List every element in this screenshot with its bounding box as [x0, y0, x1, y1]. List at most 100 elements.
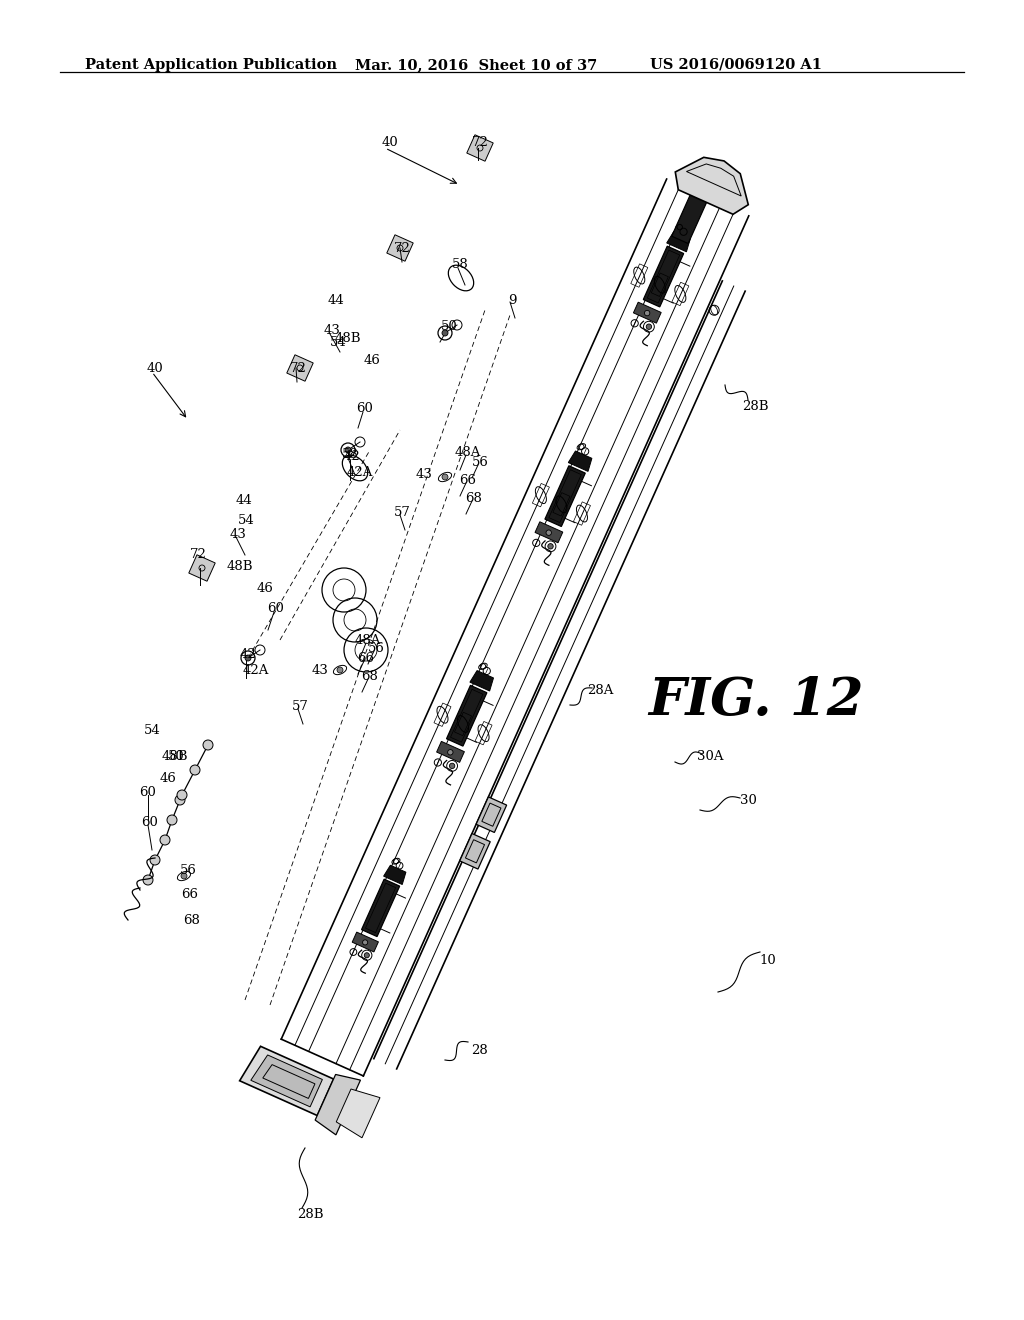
Circle shape: [442, 330, 449, 337]
Text: 66: 66: [460, 474, 476, 487]
Text: 60: 60: [356, 401, 374, 414]
Polygon shape: [460, 833, 490, 869]
Text: 40: 40: [382, 136, 398, 149]
Circle shape: [365, 953, 370, 958]
Text: 40: 40: [146, 362, 164, 375]
Polygon shape: [672, 181, 713, 243]
Text: 9: 9: [508, 293, 516, 306]
Text: 60: 60: [267, 602, 285, 615]
Text: 30A: 30A: [696, 750, 723, 763]
Text: 50: 50: [168, 750, 184, 763]
Text: 46: 46: [364, 354, 381, 367]
Polygon shape: [643, 246, 684, 308]
Polygon shape: [667, 231, 690, 252]
Text: Mar. 10, 2016  Sheet 10 of 37: Mar. 10, 2016 Sheet 10 of 37: [355, 58, 597, 73]
Circle shape: [546, 529, 551, 536]
Text: 42A: 42A: [243, 664, 269, 676]
Polygon shape: [535, 521, 563, 543]
Text: 43: 43: [229, 528, 247, 540]
Text: 72: 72: [393, 242, 411, 255]
Text: 68: 68: [466, 491, 482, 504]
Text: 58: 58: [452, 259, 468, 272]
Text: 28B: 28B: [741, 400, 768, 412]
Polygon shape: [336, 1089, 380, 1138]
Text: 48B: 48B: [162, 750, 188, 763]
Text: 72: 72: [290, 362, 306, 375]
Circle shape: [190, 766, 200, 775]
Text: 30: 30: [739, 793, 757, 807]
Text: 50: 50: [440, 321, 458, 334]
Circle shape: [175, 795, 185, 805]
Polygon shape: [470, 671, 494, 690]
Polygon shape: [467, 135, 494, 161]
Polygon shape: [387, 235, 414, 261]
Circle shape: [644, 310, 650, 315]
Text: 48A: 48A: [455, 446, 481, 458]
Text: 68: 68: [361, 669, 379, 682]
Text: 43: 43: [311, 664, 329, 676]
Text: 48B: 48B: [226, 560, 253, 573]
Circle shape: [150, 855, 160, 865]
Polygon shape: [240, 1047, 334, 1115]
Text: 57: 57: [393, 506, 411, 519]
Circle shape: [362, 940, 368, 945]
Text: 10: 10: [760, 953, 776, 966]
Polygon shape: [436, 742, 465, 763]
Circle shape: [548, 544, 553, 549]
Text: 66: 66: [357, 652, 375, 664]
Polygon shape: [251, 1055, 323, 1107]
Polygon shape: [188, 554, 215, 581]
Circle shape: [345, 447, 351, 453]
Text: 43: 43: [416, 467, 432, 480]
Text: 66: 66: [181, 888, 199, 902]
Circle shape: [447, 750, 453, 755]
Polygon shape: [315, 1074, 360, 1135]
Text: 48A: 48A: [354, 634, 381, 647]
Text: 58: 58: [342, 449, 358, 462]
Polygon shape: [352, 932, 379, 952]
Circle shape: [177, 789, 187, 800]
Circle shape: [181, 873, 187, 879]
Text: 44: 44: [328, 293, 344, 306]
Text: 42A: 42A: [347, 466, 373, 479]
Polygon shape: [675, 157, 749, 214]
Text: 28B: 28B: [297, 1209, 324, 1221]
Polygon shape: [287, 355, 313, 381]
Text: 72: 72: [189, 549, 207, 561]
Polygon shape: [545, 466, 586, 527]
Text: 60: 60: [141, 816, 159, 829]
Circle shape: [646, 323, 651, 330]
Polygon shape: [361, 879, 399, 937]
Text: 44: 44: [236, 494, 252, 507]
Text: US 2016/0069120 A1: US 2016/0069120 A1: [650, 58, 822, 73]
Circle shape: [245, 655, 251, 661]
Text: Patent Application Publication: Patent Application Publication: [85, 58, 337, 73]
Text: FIG. 12: FIG. 12: [648, 675, 863, 726]
Text: 56: 56: [368, 642, 384, 655]
Polygon shape: [634, 302, 662, 323]
Polygon shape: [476, 797, 507, 833]
Text: 28A: 28A: [587, 684, 613, 697]
Polygon shape: [384, 865, 406, 884]
Circle shape: [160, 836, 170, 845]
Text: 46: 46: [160, 771, 176, 784]
Text: 42: 42: [344, 450, 360, 462]
Circle shape: [337, 667, 343, 673]
Text: 48B: 48B: [335, 331, 361, 345]
Text: 54: 54: [238, 513, 254, 527]
Text: 60: 60: [139, 785, 157, 799]
Circle shape: [143, 875, 153, 884]
Text: 54: 54: [330, 335, 346, 348]
Text: 43: 43: [324, 323, 340, 337]
Circle shape: [203, 741, 213, 750]
Text: 56: 56: [472, 455, 488, 469]
Circle shape: [167, 814, 177, 825]
Text: 68: 68: [183, 913, 201, 927]
Text: 46: 46: [257, 582, 273, 594]
Polygon shape: [568, 451, 592, 471]
Text: 57: 57: [292, 700, 308, 713]
Text: 72: 72: [472, 136, 488, 149]
Text: 42: 42: [240, 648, 256, 660]
Text: 56: 56: [179, 863, 197, 876]
Polygon shape: [446, 685, 486, 746]
